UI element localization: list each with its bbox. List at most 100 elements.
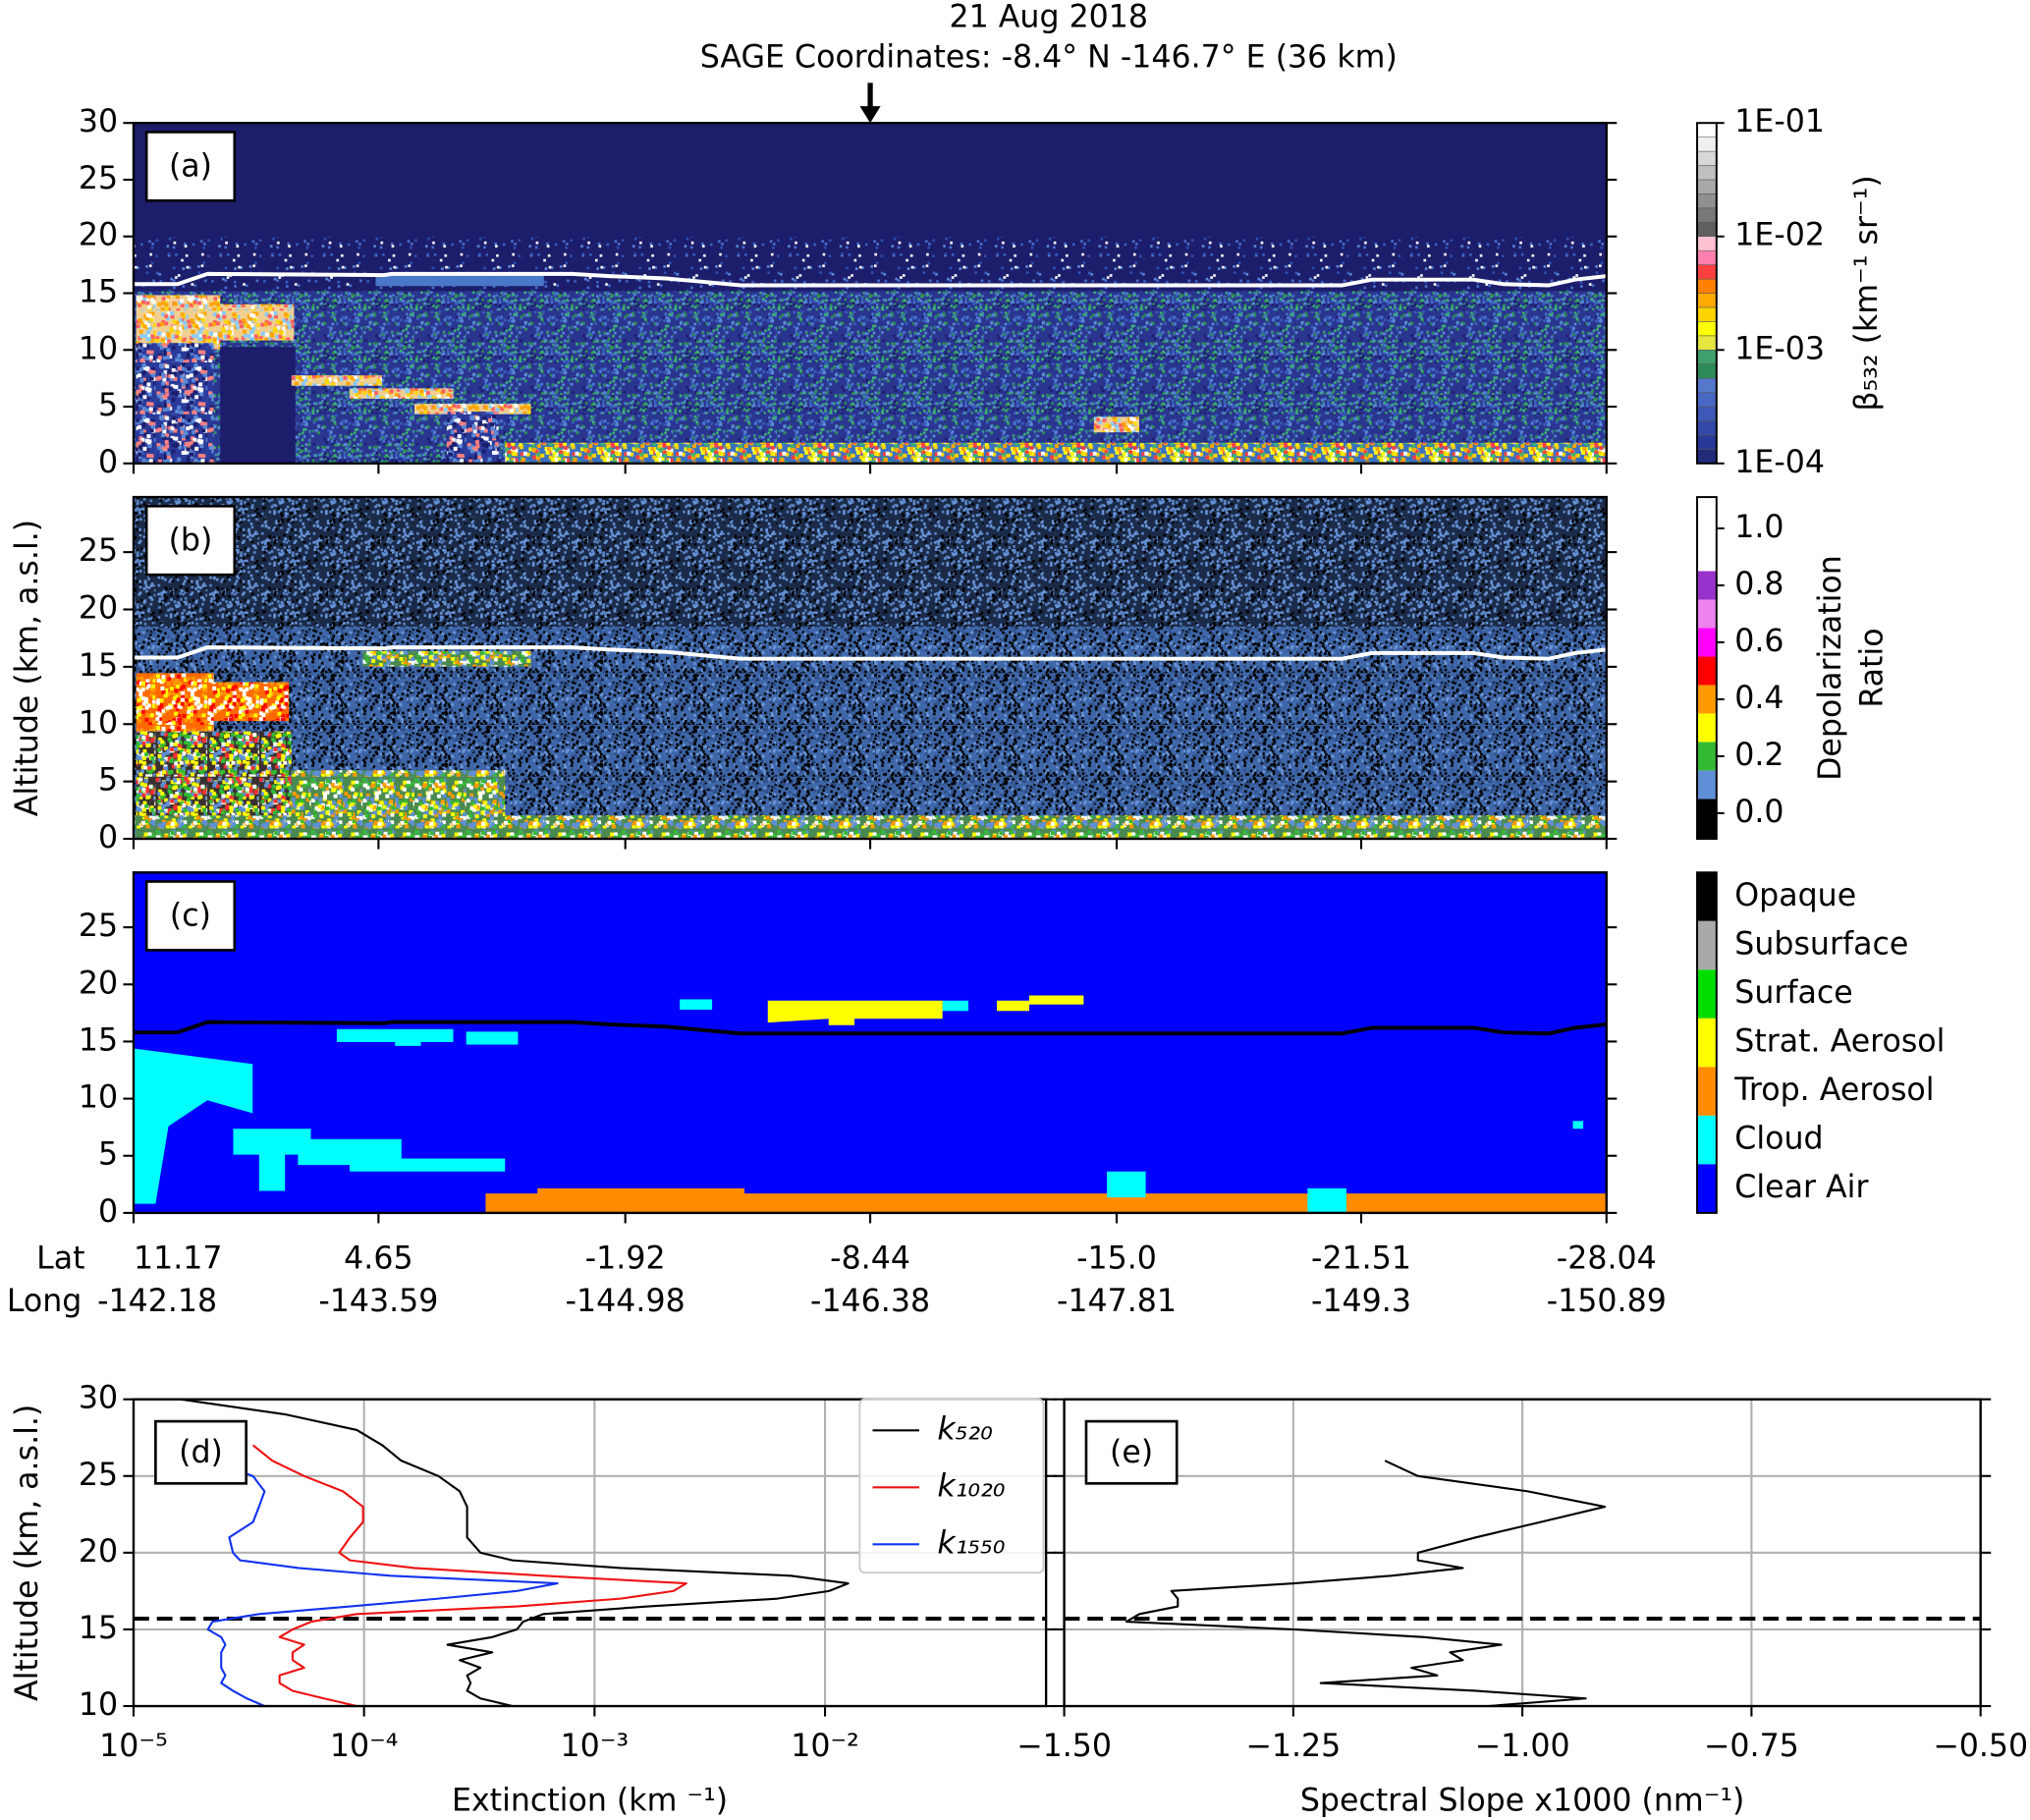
y-tick-label: 30 xyxy=(79,1381,118,1416)
colorbar-segment xyxy=(1696,179,1718,194)
colorbar-segment xyxy=(1697,742,1717,771)
legend-label: k₁₅₅₀ xyxy=(937,1525,1005,1561)
curtain-region xyxy=(350,1158,506,1172)
y-tick-label: 10 xyxy=(79,705,118,741)
legend-label: Clear Air xyxy=(1734,1170,1868,1205)
colorbar-segment xyxy=(1696,420,1718,436)
colorbar-segment xyxy=(1697,770,1717,800)
colorbar-segment xyxy=(1696,321,1718,337)
legend-label: k₁₀₂₀ xyxy=(937,1468,1005,1504)
y-tick-label: 0 xyxy=(98,1194,118,1230)
colorbar-segment xyxy=(1696,392,1718,408)
colorbar-label: β₅₃₂ (km⁻¹ sr⁻¹) xyxy=(1849,175,1885,411)
colorbar-segment xyxy=(1697,799,1717,840)
y-tick-label: 20 xyxy=(79,1534,118,1570)
x-tick-label: -142.18 xyxy=(97,1284,217,1319)
colorbar-segment xyxy=(1696,350,1718,364)
curtain-region xyxy=(942,1000,969,1012)
colorbar-tick-label: 1E-01 xyxy=(1734,104,1825,139)
panel-label-box xyxy=(1084,1419,1179,1485)
x-row-name: Long xyxy=(7,1284,82,1319)
legend-swatch xyxy=(1697,1164,1717,1213)
y-tick-label: 10 xyxy=(79,1687,118,1723)
y-tick-label: 20 xyxy=(79,965,118,1001)
colorbar-segment xyxy=(1697,571,1717,600)
y-tick-label: 25 xyxy=(79,533,118,569)
curtain-region xyxy=(133,1048,253,1204)
colorbar-segment xyxy=(1696,377,1718,393)
y-axis-label: Altitude (km, a.s.l.) xyxy=(10,1405,45,1701)
curtain-region xyxy=(362,650,531,667)
curtain-region xyxy=(350,388,454,399)
y-tick-label: 5 xyxy=(98,763,118,799)
colorbar-segment xyxy=(1696,249,1718,265)
colorbar-segment xyxy=(1697,497,1717,572)
curtain-region xyxy=(997,1000,1029,1012)
y-tick-label: 10 xyxy=(79,331,118,366)
colorbar-tick-label: 0.4 xyxy=(1734,681,1783,716)
colorbar-segment xyxy=(1696,335,1718,351)
legend-swatch xyxy=(1697,1018,1717,1068)
colorbar-segment xyxy=(1696,278,1718,294)
x-tick-label: −1.00 xyxy=(1475,1729,1570,1764)
y-tick-label: 15 xyxy=(79,1611,118,1646)
curtain-region xyxy=(136,343,214,464)
colorbar-segment xyxy=(1696,122,1718,138)
sage-arrow-head xyxy=(859,106,881,124)
x-tick-label: 4.65 xyxy=(344,1241,412,1276)
curtain-region xyxy=(413,404,531,414)
colorbar-segment xyxy=(1696,207,1718,223)
y-tick-label: 25 xyxy=(79,161,118,196)
y-tick-label: 5 xyxy=(98,388,118,423)
classification-curtain xyxy=(133,872,1607,1213)
y-tick-label: 15 xyxy=(79,648,118,684)
colorbar-segment xyxy=(1696,449,1718,465)
curtain-region xyxy=(1093,416,1140,433)
y-axis-label: Altitude (km, a.s.l.) xyxy=(10,520,45,816)
x-tick-label: 10⁻⁵ xyxy=(99,1729,168,1764)
legend-label: Strat. Aerosol xyxy=(1734,1024,1945,1060)
legend-label: Surface xyxy=(1734,975,1852,1011)
colorbar-frame xyxy=(1696,496,1718,841)
colorbar-tick-label: 0.2 xyxy=(1734,738,1783,773)
legend-swatch xyxy=(1697,969,1717,1019)
curtain-region xyxy=(136,673,214,732)
curtain-region xyxy=(1307,1187,1346,1213)
curtain-region xyxy=(446,412,499,464)
colorbar-segment xyxy=(1696,222,1718,238)
x-tick-label: -15.0 xyxy=(1076,1241,1157,1276)
colorbar-segment xyxy=(1696,264,1718,280)
colorbar-tick-label: 1E-03 xyxy=(1734,331,1825,366)
colorbar-tick-label: 1E-02 xyxy=(1734,218,1825,253)
colorbar-label: Ratio xyxy=(1854,628,1890,707)
panel-label: (c) xyxy=(170,899,211,934)
curtain-region xyxy=(133,497,1607,627)
x-tick-label: 10⁻² xyxy=(791,1729,859,1764)
tropopause-line xyxy=(133,645,1608,661)
panel-label: (d) xyxy=(179,1435,223,1470)
colorbar-frame xyxy=(1696,871,1718,1214)
x-tick-label: 11.17 xyxy=(134,1241,223,1276)
y-tick-label: 25 xyxy=(79,1458,118,1493)
colorbar-segment xyxy=(1696,165,1718,181)
colorbar-segment xyxy=(1696,363,1718,379)
y-tick-label: 30 xyxy=(79,104,118,139)
x-tick-label: -147.81 xyxy=(1057,1284,1177,1319)
colorbar-label: Depolarization xyxy=(1813,555,1848,781)
colorbar-tick-label: 1E-04 xyxy=(1734,445,1825,480)
legend-swatch xyxy=(1697,1115,1717,1165)
y-tick-label: 10 xyxy=(79,1080,118,1116)
x-tick-label: 10⁻³ xyxy=(561,1729,630,1764)
panel-label-box xyxy=(144,880,237,952)
curtain-region xyxy=(466,1031,519,1045)
backscatter-curtain xyxy=(133,123,1607,464)
legend-frame xyxy=(858,1398,1045,1574)
colorbar-segment xyxy=(1697,599,1717,629)
panel-label: (b) xyxy=(169,524,213,559)
colorbar-segment xyxy=(1697,685,1717,714)
colorbar-segment xyxy=(1696,137,1718,152)
x-tick-label: -149.3 xyxy=(1311,1284,1411,1319)
